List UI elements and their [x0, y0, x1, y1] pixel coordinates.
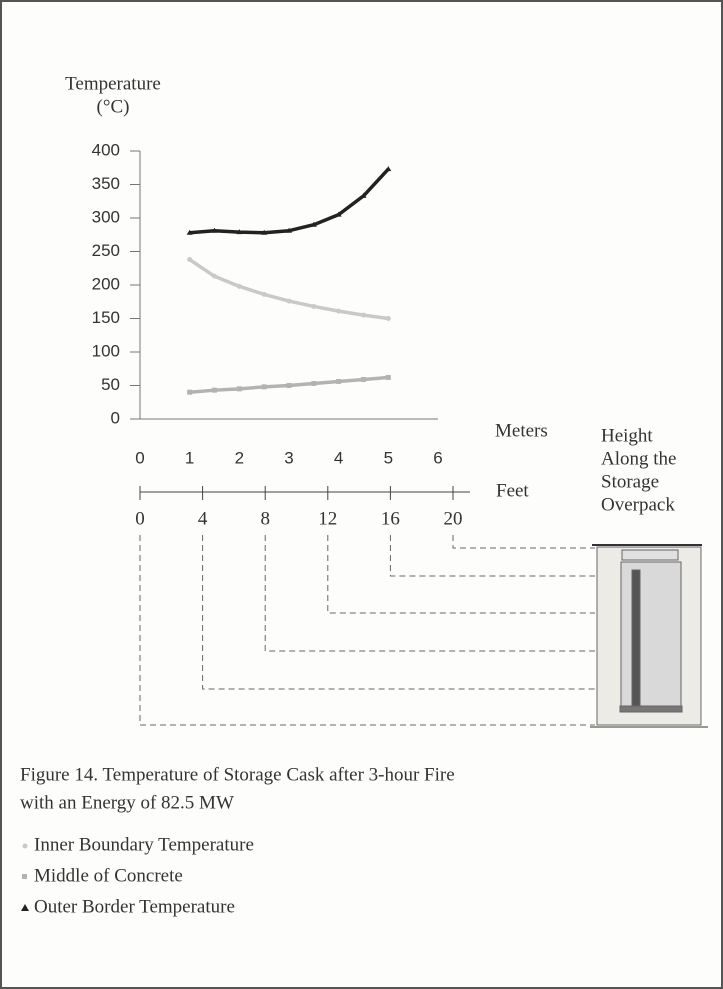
caption: Figure 14. Temperature of Storage Cask a…	[20, 764, 455, 785]
canister-wall	[631, 569, 641, 709]
leader-line	[264, 535, 595, 652]
data-point	[310, 221, 317, 227]
leader-line	[389, 535, 595, 577]
data-point	[261, 384, 267, 390]
data-point	[187, 389, 193, 395]
annotation: Along the	[601, 448, 676, 469]
x-tick-label: 1	[185, 448, 194, 467]
data-point	[261, 291, 267, 297]
leader-line	[452, 535, 595, 549]
data-point	[385, 374, 391, 380]
x-tick-label: 0	[135, 448, 144, 467]
y-tick-label: 400	[92, 140, 120, 159]
legend-marker	[21, 904, 29, 911]
data-point	[385, 316, 391, 321]
data-point	[335, 211, 342, 217]
legend-label: Outer Border Temperature	[34, 896, 235, 917]
y-tick-label: 200	[92, 274, 120, 293]
y-tick-label: 100	[92, 341, 120, 360]
x-tick-label: 3	[284, 448, 293, 467]
data-point	[236, 283, 242, 289]
x2-tick-label: 16	[381, 508, 400, 529]
data-point	[261, 229, 268, 235]
annotation: Height	[601, 425, 653, 446]
data-point	[311, 303, 317, 309]
data-point	[236, 229, 243, 235]
data-point	[360, 192, 367, 198]
data-point	[286, 227, 292, 233]
x-tick-label: 4	[334, 448, 343, 467]
canister-base	[619, 705, 683, 713]
x2-axis-label: Feet	[496, 480, 529, 501]
legend-marker	[22, 874, 27, 879]
y-axis-label: (°C)	[97, 96, 130, 117]
y-tick-label: 300	[92, 207, 120, 226]
x2-tick-label: 8	[260, 508, 270, 529]
data-point	[211, 227, 218, 233]
x2-tick-label: 12	[318, 508, 337, 529]
data-point	[361, 312, 366, 318]
data-point	[286, 383, 292, 388]
cask-lid	[621, 549, 679, 561]
y-tick-label: 50	[101, 375, 120, 394]
leader-line	[139, 535, 595, 726]
annotation: Storage	[601, 471, 659, 492]
legend-label: Inner Boundary Temperature	[34, 834, 254, 855]
data-point	[212, 273, 217, 279]
leader-line	[327, 535, 595, 614]
canister	[620, 561, 682, 711]
legend-marker	[22, 843, 28, 849]
y-tick-label: 150	[92, 308, 120, 327]
data-point	[286, 298, 292, 304]
x-axis-label: Meters	[495, 420, 548, 441]
data-point	[361, 376, 366, 382]
y-tick-label: 350	[92, 174, 120, 193]
y-tick-label: 250	[92, 241, 120, 260]
cask-diagram	[590, 544, 708, 728]
data-point	[311, 380, 317, 386]
x2-tick-label: 4	[198, 508, 208, 529]
y-axis-label: Temperature	[65, 73, 161, 94]
x-tick-label: 5	[384, 448, 393, 467]
caption: with an Energy of 82.5 MW	[20, 792, 234, 813]
x2-tick-label: 20	[444, 508, 463, 529]
leader-line	[202, 535, 595, 690]
data-point	[186, 229, 193, 235]
legend-label: Middle of Concrete	[34, 865, 183, 886]
y-tick-label: 0	[111, 408, 120, 427]
x-tick-label: 6	[433, 448, 442, 467]
data-point	[212, 387, 217, 393]
x-tick-label: 2	[235, 448, 244, 467]
data-point	[236, 386, 242, 392]
data-point	[187, 257, 193, 263]
data-point	[336, 308, 342, 314]
annotation: Overpack	[601, 494, 675, 515]
data-point	[385, 166, 392, 172]
x2-tick-label: 0	[135, 508, 145, 529]
data-point	[336, 378, 342, 384]
